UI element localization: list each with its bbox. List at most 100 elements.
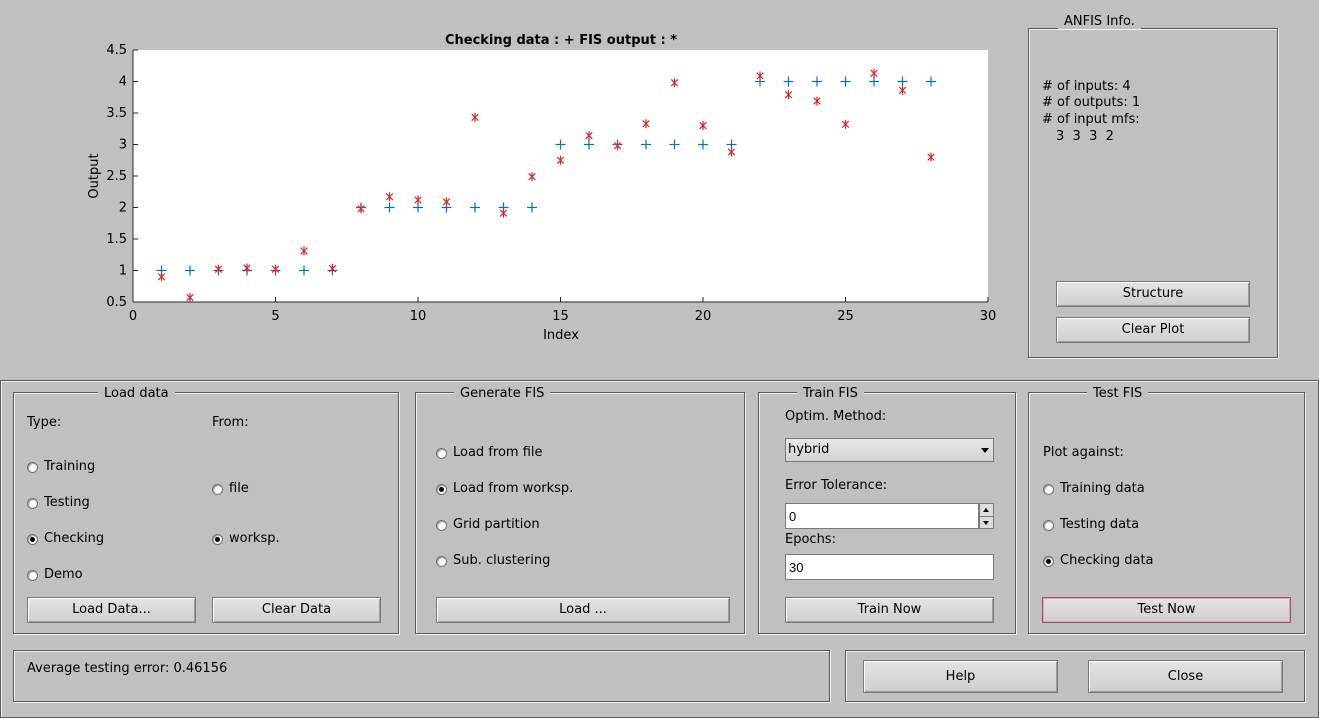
checking-data-point — [470, 202, 480, 213]
anfis-outputs-count: # of outputs: 1 — [1042, 95, 1141, 110]
chevron-down-icon — [981, 448, 989, 453]
spin-down-button[interactable] — [980, 517, 993, 529]
radio-label: Training — [44, 459, 96, 474]
generate-fis-title: Generate FIS — [454, 386, 551, 401]
radio-label: Training data — [1060, 481, 1145, 496]
load-data-button[interactable]: Load Data... — [27, 597, 196, 623]
radio-label: Testing — [44, 495, 90, 510]
radio-indicator[interactable] — [27, 569, 38, 581]
train-fis-panel — [758, 392, 1016, 634]
anfis-info-panel — [1028, 28, 1278, 358]
train-now-button[interactable]: Train Now — [785, 597, 994, 623]
test-fis-title: Test FIS — [1087, 386, 1149, 401]
x-tick-label: 5 — [271, 309, 279, 324]
radio-from-file[interactable]: file — [212, 481, 249, 497]
radio-label: Testing data — [1060, 517, 1140, 532]
test-now-button[interactable]: Test Now — [1042, 597, 1291, 623]
clear-data-button[interactable]: Clear Data — [212, 597, 381, 623]
radio-indicator[interactable] — [436, 555, 447, 567]
type-label: Type: — [27, 415, 62, 430]
checking-data-point — [185, 265, 195, 276]
help-button[interactable]: Help — [863, 660, 1058, 693]
error-tolerance-label: Error Tolerance: — [785, 478, 888, 493]
radio-label: Grid partition — [453, 517, 540, 532]
checking-data-point — [869, 76, 879, 87]
radio-indicator[interactable] — [1043, 483, 1054, 495]
tolerance-spinner[interactable] — [979, 503, 994, 529]
fis-output-point — [841, 119, 850, 129]
radio-indicator[interactable] — [212, 533, 223, 545]
radio-grid-partition[interactable]: Grid partition — [436, 517, 540, 533]
fis-output-point — [756, 71, 764, 81]
status-text: Average testing error: 0.46156 — [27, 661, 228, 676]
radio-indicator[interactable] — [436, 483, 447, 495]
checking-data-point — [299, 265, 309, 276]
spin-up-button[interactable] — [980, 504, 993, 517]
error-tolerance-input[interactable] — [785, 503, 979, 529]
radio-indicator[interactable] — [27, 461, 38, 473]
status-panel — [13, 650, 830, 702]
fis-output-point — [499, 208, 508, 218]
fis-output-point — [927, 152, 935, 162]
fis-output-point — [243, 263, 251, 273]
radio-plot-checking-data[interactable]: Checking data — [1043, 553, 1154, 569]
radio-indicator[interactable] — [27, 497, 38, 509]
x-tick-label: 15 — [552, 309, 569, 324]
fis-output-point — [642, 119, 650, 129]
fis-output-point — [813, 96, 821, 106]
checking-data-point — [555, 139, 566, 150]
plot-title: Checking data : + FIS output : * — [445, 33, 677, 48]
fis-output-point — [613, 141, 622, 151]
radio-type-testing[interactable]: Testing — [27, 495, 90, 511]
load-data-title: Load data — [98, 386, 175, 401]
radio-load-from-file[interactable]: Load from file — [436, 445, 543, 461]
radio-from-workspace[interactable]: worksp. — [212, 531, 280, 547]
radio-plot-training-data[interactable]: Training data — [1043, 481, 1145, 497]
x-tick-label: 30 — [980, 309, 997, 324]
structure-button[interactable]: Structure — [1056, 281, 1250, 307]
fis-output-point — [157, 272, 166, 282]
clear-plot-button[interactable]: Clear Plot — [1056, 317, 1250, 343]
radio-indicator[interactable] — [27, 533, 38, 545]
fis-output-point — [271, 264, 280, 274]
x-tick-label: 20 — [695, 309, 712, 324]
optim-method-label: Optim. Method: — [785, 409, 887, 424]
fis-output-point — [727, 147, 736, 157]
checking-data-point — [783, 76, 794, 87]
radio-load-from-workspace[interactable]: Load from worksp. — [436, 481, 573, 497]
x-tick-label: 25 — [837, 309, 854, 324]
fis-output-point — [898, 85, 907, 95]
x-tick-label: 0 — [129, 309, 137, 324]
checking-data-point — [641, 139, 651, 150]
fis-output-point — [186, 293, 194, 303]
epochs-input[interactable] — [785, 554, 994, 580]
radio-indicator[interactable] — [436, 447, 447, 459]
radio-indicator[interactable] — [1043, 555, 1054, 567]
close-button[interactable]: Close — [1088, 660, 1283, 693]
y-tick-label: 4 — [119, 75, 127, 90]
radio-indicator[interactable] — [1043, 519, 1054, 531]
y-tick-label: 4.5 — [106, 43, 127, 58]
y-tick-label: 3.5 — [106, 106, 127, 121]
radio-label: Checking — [44, 531, 105, 546]
radio-indicator[interactable] — [212, 483, 223, 495]
y-tick-label: 2 — [119, 201, 127, 216]
y-tick-label: 2.5 — [106, 169, 127, 184]
y-tick-label: 0.5 — [106, 295, 127, 310]
radio-indicator[interactable] — [436, 519, 447, 531]
radio-sub-clustering[interactable]: Sub. clustering — [436, 553, 550, 569]
radio-plot-testing-data[interactable]: Testing data — [1043, 517, 1139, 533]
checking-data-point — [840, 76, 851, 87]
radio-label: Checking data — [1060, 553, 1154, 568]
radio-label: worksp. — [229, 531, 280, 546]
optim-method-select[interactable]: hybrid — [785, 438, 994, 462]
fis-output-point — [357, 204, 365, 214]
load-fis-button[interactable]: Load ... — [436, 597, 730, 623]
radio-type-demo[interactable]: Demo — [27, 567, 83, 583]
plot-area — [133, 50, 988, 302]
plot-against-label: Plot against: — [1043, 445, 1124, 460]
series-fis-output — [157, 68, 935, 303]
radio-type-checking[interactable]: Checking — [27, 531, 104, 547]
radio-type-training[interactable]: Training — [27, 459, 95, 475]
checking-data-point — [812, 76, 822, 87]
